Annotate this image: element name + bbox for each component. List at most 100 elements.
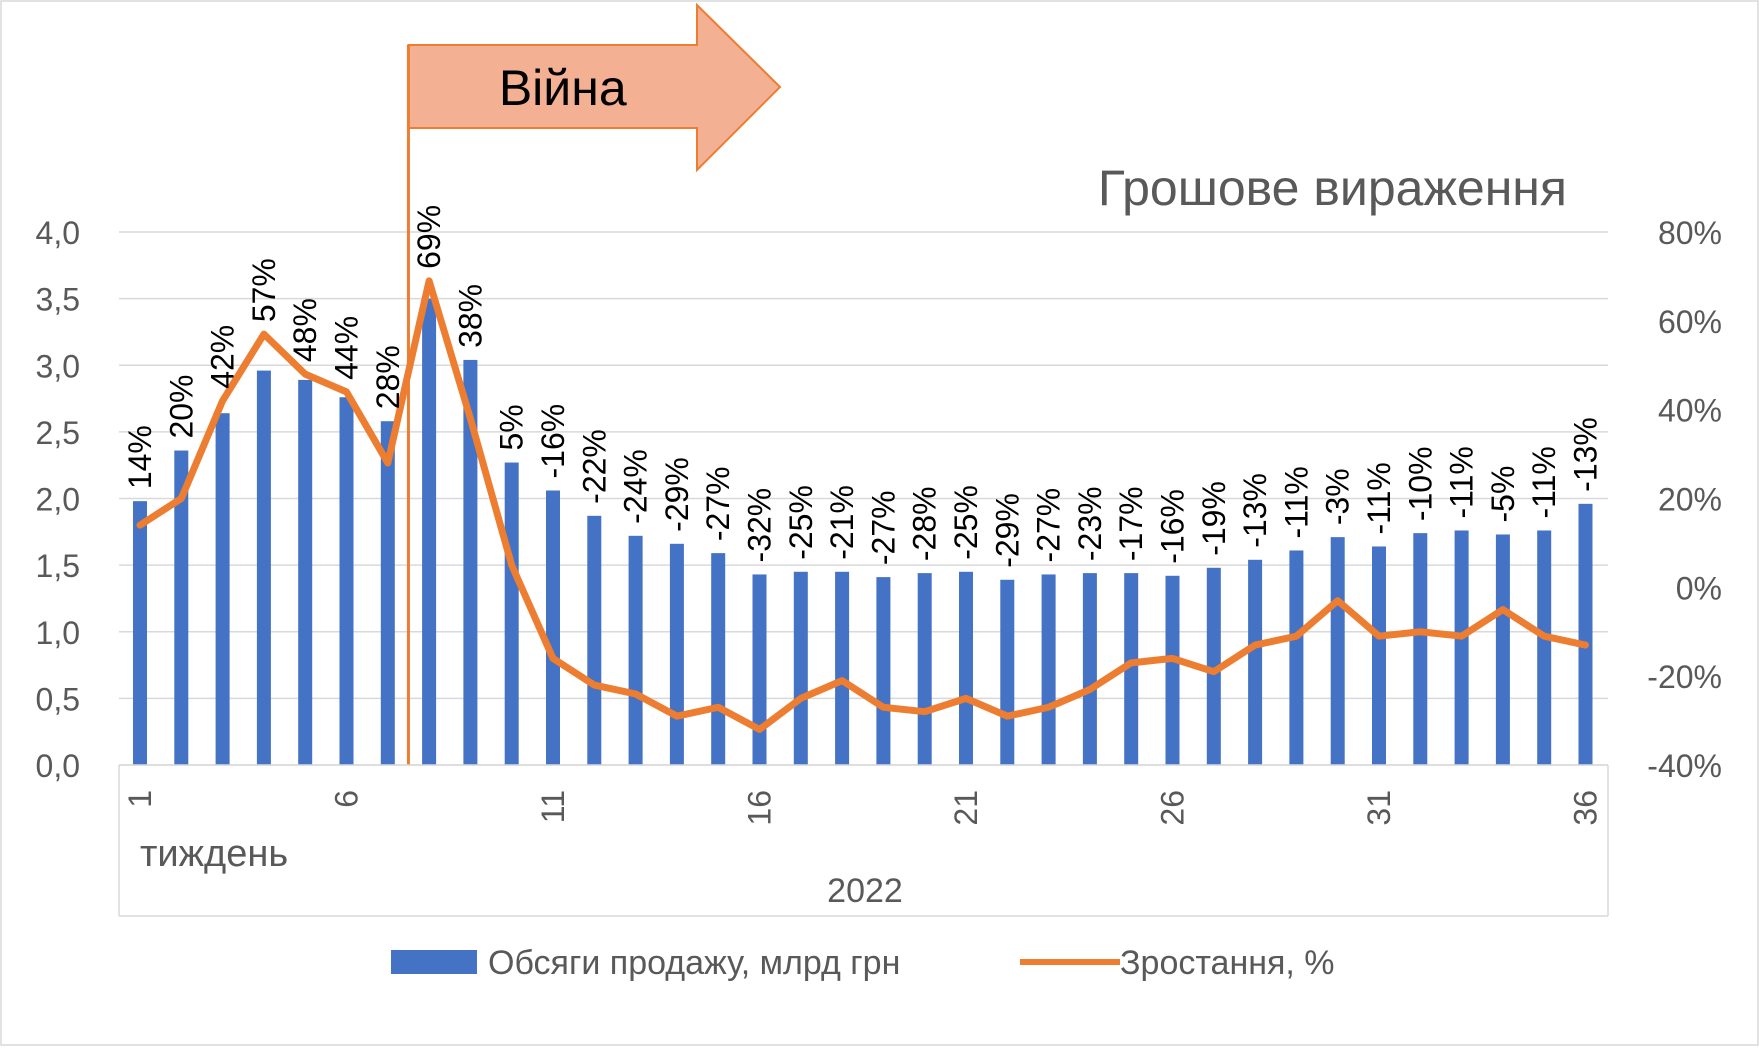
x-tick-label: 6 xyxy=(329,790,365,808)
data-label: -5% xyxy=(1485,466,1521,523)
data-label: -21% xyxy=(824,485,860,560)
data-label: -16% xyxy=(535,404,571,479)
bar xyxy=(133,501,147,765)
bar xyxy=(463,359,478,765)
y-right-tick-label: -20% xyxy=(1647,659,1722,695)
bar xyxy=(1495,534,1510,765)
data-label: 38% xyxy=(452,284,488,348)
x-tick-label: 16 xyxy=(742,790,778,826)
y-left-tick-label: 0,5 xyxy=(36,681,80,717)
bar xyxy=(256,370,271,765)
data-label: 28% xyxy=(370,345,406,409)
bar xyxy=(587,515,602,765)
bar xyxy=(711,553,726,765)
data-label: -13% xyxy=(1237,473,1273,548)
data-label: -29% xyxy=(659,457,695,532)
bar xyxy=(876,577,891,765)
line-series xyxy=(136,277,1589,733)
bar xyxy=(793,571,808,765)
x-tick-label: 36 xyxy=(1568,790,1604,826)
legend-swatch-bar xyxy=(391,950,477,974)
bar xyxy=(1041,574,1056,765)
war-arrow-shape xyxy=(407,2,782,173)
data-label: -25% xyxy=(783,485,819,560)
bar xyxy=(1330,537,1345,765)
bar xyxy=(1082,573,1097,765)
x-axis-label: тиждень xyxy=(140,833,288,875)
data-label: -10% xyxy=(1402,446,1438,521)
data-label: -13% xyxy=(1568,417,1604,492)
data-label: -28% xyxy=(907,486,943,561)
x-tick-label: 31 xyxy=(1361,790,1397,826)
bar xyxy=(1413,533,1428,765)
data-label: -3% xyxy=(1320,468,1356,525)
bar xyxy=(1289,550,1304,765)
bar xyxy=(669,543,684,765)
data-label: -11% xyxy=(1526,446,1562,518)
y-left-tick-label: 3,5 xyxy=(36,282,80,318)
bar xyxy=(1537,530,1552,765)
data-label: -23% xyxy=(1072,486,1108,561)
bar xyxy=(546,490,560,765)
bar xyxy=(1000,579,1015,765)
y-left-tick-label: 1,5 xyxy=(36,548,80,584)
war-annotation: Війна xyxy=(499,60,627,116)
chart-title: Грошове вираження xyxy=(1098,160,1567,216)
bar xyxy=(174,450,189,765)
bar xyxy=(1124,573,1139,765)
bar xyxy=(339,397,354,765)
data-label: -11% xyxy=(1444,446,1480,518)
x-tick-label: 1 xyxy=(122,790,158,808)
data-label: -17% xyxy=(1113,486,1149,561)
data-label: -16% xyxy=(1155,489,1191,564)
legend-label-line: Зростання, % xyxy=(1120,944,1335,982)
data-label: 48% xyxy=(287,298,323,362)
bar xyxy=(215,413,230,765)
bar xyxy=(1248,559,1263,765)
y-right-tick-label: 60% xyxy=(1658,304,1722,340)
bar xyxy=(1578,503,1593,765)
y-right-tick-label: -40% xyxy=(1647,748,1722,784)
data-label: 69% xyxy=(411,205,447,269)
bar xyxy=(1372,546,1386,765)
data-label: -29% xyxy=(989,493,1025,568)
growth-line xyxy=(136,277,1589,733)
bar xyxy=(835,571,850,765)
data-label: -27% xyxy=(1031,488,1067,563)
data-labels: 14%20%42%57%48% 44% 28%69%38%5% -16% -22% -24… xyxy=(122,205,1604,568)
data-label: -32% xyxy=(742,488,778,563)
y-right-tick-label: 0% xyxy=(1676,570,1722,606)
legend-label-bar: Обсяги продажу, млрд грн xyxy=(488,944,900,982)
y-left-tick-label: 1,0 xyxy=(36,615,80,651)
data-label: -22% xyxy=(576,429,612,504)
y-left-tick-label: 0,0 xyxy=(36,748,80,784)
y-left-tick-label: 2,0 xyxy=(36,482,80,518)
y-right-tick-label: 80% xyxy=(1658,215,1722,251)
data-label: 14% xyxy=(122,425,158,489)
bar xyxy=(752,574,767,765)
data-label: 42% xyxy=(205,325,241,389)
bar xyxy=(1165,575,1180,765)
data-label: -27% xyxy=(700,466,736,541)
data-label: 20% xyxy=(163,374,199,438)
bar xyxy=(959,571,973,765)
bar xyxy=(628,535,643,765)
bar xyxy=(298,379,313,765)
y-left-tick-label: 4,0 xyxy=(36,215,80,251)
bar xyxy=(422,298,437,765)
y-left-tick-label: 3,0 xyxy=(36,348,80,384)
bar xyxy=(917,573,932,765)
y-right-tick-label: 20% xyxy=(1658,482,1722,518)
data-label: 5% xyxy=(494,404,530,450)
x-tick-label: 11 xyxy=(535,790,571,823)
data-label: -27% xyxy=(865,490,901,565)
bar xyxy=(1454,530,1469,765)
data-label: -19% xyxy=(1196,481,1232,556)
data-label: -25% xyxy=(948,485,984,560)
y-left-tick-label: 2,5 xyxy=(36,415,80,451)
y-right-tick-label: 40% xyxy=(1658,393,1722,429)
x-group-label: 2022 xyxy=(827,872,903,910)
